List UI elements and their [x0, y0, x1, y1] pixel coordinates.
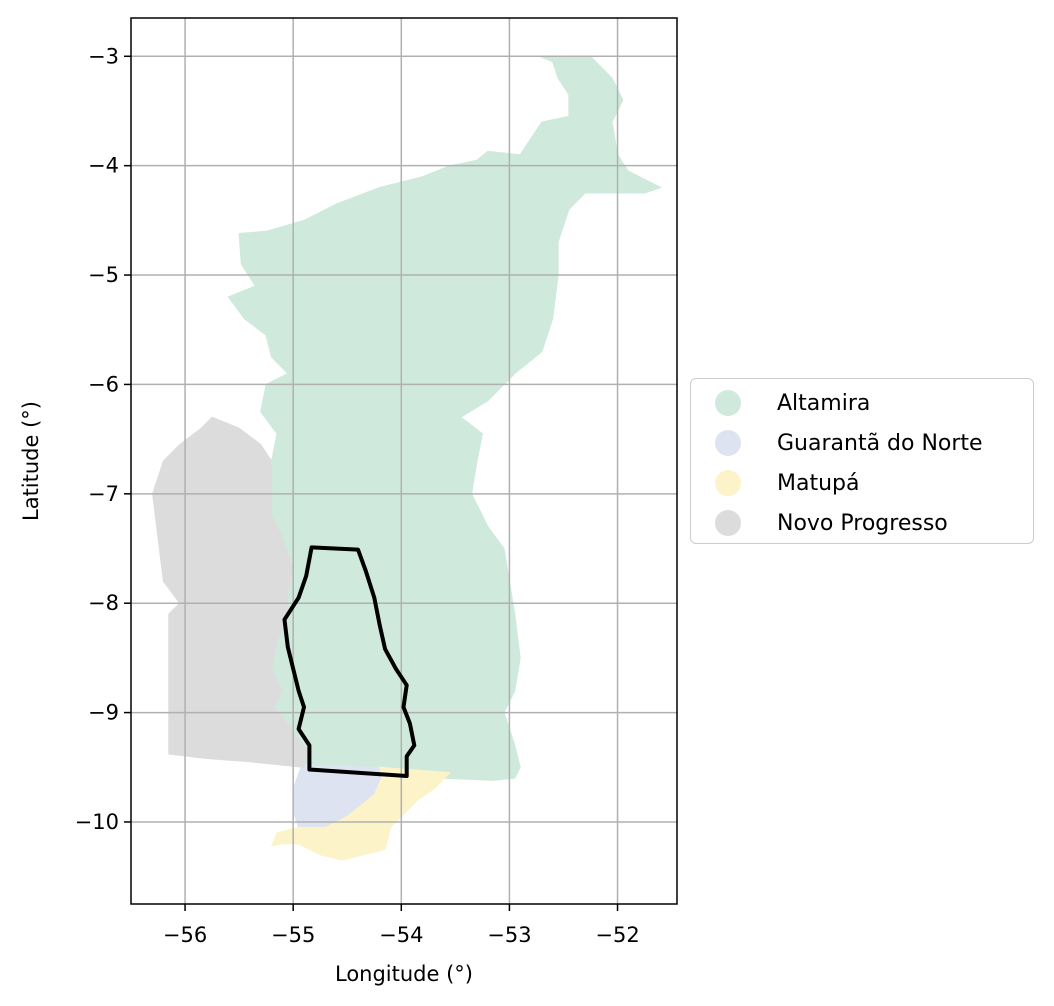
legend-item-novo-progresso: Novo Progresso	[691, 503, 1033, 543]
x-axis: −56 −55 −54 −53 −52	[163, 904, 640, 947]
outline-layer	[282, 545, 417, 778]
legend-label-guaranta-do-norte: Guarantã do Norte	[777, 430, 983, 456]
y-tick-label: −8	[88, 591, 119, 615]
region-layer	[152, 55, 663, 861]
legend-marker-novo-progresso	[715, 510, 741, 536]
legend-item-altamira: Altamira	[691, 383, 1033, 423]
x-tick-label: −55	[271, 923, 315, 947]
study-area-outline	[282, 545, 417, 778]
legend-label-altamira: Altamira	[777, 390, 871, 416]
x-tick-label: −52	[595, 923, 639, 947]
y-axis: −3 −4 −5 −6 −7 −8 −9 −10	[75, 44, 131, 834]
legend-label-matupa: Matupá	[777, 470, 860, 496]
x-tick-label: −53	[487, 923, 531, 947]
legend: Altamira Guarantã do Norte Matupá Novo P…	[690, 378, 1034, 544]
legend-label-novo-progresso: Novo Progresso	[777, 510, 948, 536]
y-tick-label: −6	[88, 372, 119, 396]
legend-marker-matupa	[715, 470, 741, 496]
region-matupa	[270, 766, 452, 861]
x-tick-label: −54	[379, 923, 423, 947]
legend-item-guaranta-do-norte: Guarantã do Norte	[691, 423, 1033, 463]
y-tick-label: −4	[88, 154, 119, 178]
legend-marker-guaranta-do-norte	[715, 430, 741, 456]
y-tick-label: −7	[88, 482, 119, 506]
y-axis-label: Latitude (°)	[19, 401, 43, 521]
x-axis-label: Longitude (°)	[335, 962, 473, 986]
legend-marker-altamira	[715, 390, 741, 416]
y-tick-label: −10	[75, 810, 119, 834]
y-tick-label: −5	[88, 263, 119, 287]
legend-item-matupa: Matupá	[691, 463, 1033, 503]
grid-layer	[131, 18, 677, 904]
axes-frame	[130, 17, 678, 905]
y-tick-label: −3	[88, 44, 119, 68]
y-tick-label: −9	[88, 701, 119, 725]
x-tick-label: −56	[163, 923, 207, 947]
